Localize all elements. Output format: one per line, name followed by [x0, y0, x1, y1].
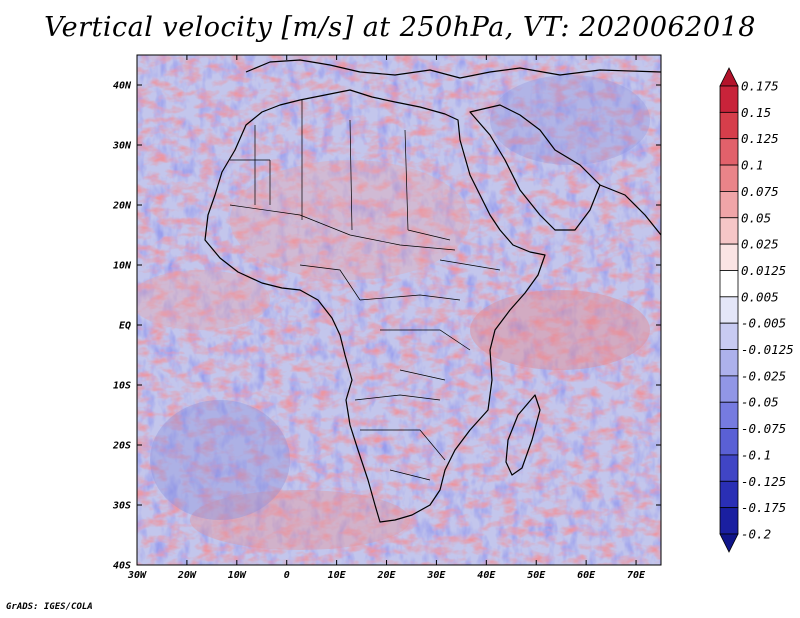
- lon-label: 10W: [228, 570, 247, 581]
- lat-label: 30S: [112, 501, 131, 512]
- border-line: [354, 394, 446, 481]
- colorbar-bottom-arrow: [719, 533, 739, 553]
- colorbar-top-arrow: [719, 67, 739, 87]
- colorbar-segment: [719, 138, 739, 166]
- colorbar-label: -0.2: [741, 527, 771, 542]
- lat-label: 20N: [112, 201, 132, 212]
- europe-coastline: [245, 59, 661, 79]
- lon-label: 30E: [426, 570, 446, 581]
- border-line: [254, 100, 451, 241]
- field-region-blue: [150, 400, 290, 520]
- lon-label: 20E: [376, 570, 396, 581]
- lon-label: 40E: [477, 570, 496, 581]
- lon-label: 70E: [627, 570, 646, 581]
- colorbar-label: -0.1: [741, 447, 771, 462]
- country-borders: [229, 100, 501, 481]
- colorbar-label: -0.0125: [741, 342, 794, 357]
- africa-coastline: [204, 89, 546, 523]
- lon-label: 60E: [577, 570, 596, 581]
- colorbar-label: 0.15: [741, 105, 771, 120]
- colorbar-label: 0.05: [741, 210, 771, 225]
- lat-label: 20S: [112, 441, 131, 452]
- colorbar-segment: [719, 296, 739, 324]
- arabia-coastline: [469, 104, 601, 231]
- lon-label: 20W: [177, 570, 197, 581]
- colorbar-label: -0.125: [741, 474, 786, 489]
- colorbar-segment: [719, 454, 739, 482]
- lat-label: 40S: [113, 561, 131, 572]
- colorbar-segment: [719, 428, 739, 456]
- vertical-velocity-field: [137, 55, 661, 565]
- lon-label: 30W: [127, 570, 147, 581]
- colorbar-segment: [719, 85, 739, 113]
- colorbar-segment: [719, 191, 739, 219]
- lat-label: 10N: [113, 261, 132, 272]
- asia-coastline: [599, 184, 661, 236]
- colorbar-segment: [719, 480, 739, 509]
- colorbar-segment: [719, 322, 739, 350]
- field-region-red: [137, 270, 270, 330]
- colorbar-segment: [719, 401, 739, 429]
- grads-credit: GrADS: IGES/COLA: [6, 602, 93, 612]
- plot-frame: [136, 54, 662, 566]
- colorbar-label: 0.1: [741, 158, 764, 173]
- lon-label: 50E: [527, 570, 546, 581]
- lat-label: 30N: [112, 141, 132, 152]
- colorbar-label: 0.0125: [741, 263, 786, 278]
- colorbar: 0.175 0.15 0.125 0.1 0.075 0.05 0.025 0.0125 0.0…: [719, 67, 794, 553]
- lon-label: 0: [284, 570, 290, 581]
- lat-label: EQ: [119, 321, 131, 332]
- colorbar-segment: [719, 349, 739, 377]
- colorbar-segment: [719, 217, 739, 245]
- field-region-blue: [490, 75, 650, 165]
- colorbar-label: 0.025: [741, 237, 779, 252]
- colorbar-label: -0.005: [741, 316, 786, 331]
- coastlines: [204, 59, 661, 523]
- latitude-axis: 40N 30N 20N 10N EQ 10S 20S 30S 40S: [112, 81, 661, 572]
- field-region-red: [230, 160, 470, 280]
- border-line: [230, 159, 501, 271]
- colorbar-label: -0.175: [741, 500, 786, 515]
- colorbar-segment: [719, 270, 739, 298]
- colorbar-segment: [719, 164, 739, 192]
- colorbar-segment: [719, 375, 739, 403]
- border-line: [229, 204, 456, 301]
- colorbar-segment: [719, 243, 739, 271]
- border-line: [359, 294, 471, 381]
- madagascar-coastline: [505, 394, 541, 476]
- lat-label: 10S: [113, 381, 131, 392]
- field-noise: [137, 55, 661, 565]
- colorbar-label: 0.005: [741, 289, 779, 304]
- colorbar-segment: [719, 507, 739, 535]
- field-region-red: [190, 490, 410, 550]
- colorbar-label: 0.175: [741, 79, 779, 94]
- colorbar-label: -0.025: [741, 368, 786, 383]
- lon-label: 10E: [328, 570, 347, 581]
- colorbar-segment: [719, 111, 739, 140]
- lat-label: 40N: [113, 81, 132, 92]
- map-title: Vertical velocity [m/s] at 250hPa, VT: 2…: [44, 12, 756, 43]
- colorbar-label: -0.05: [741, 395, 779, 410]
- colorbar-label: 0.125: [741, 131, 779, 146]
- field-region-red: [470, 290, 650, 370]
- longitude-axis: 30W 20W 10W 0 10E 20E 30E 40E 50E 60E 70E: [127, 55, 646, 581]
- colorbar-label: 0.075: [741, 184, 779, 199]
- colorbar-label: -0.075: [741, 421, 786, 436]
